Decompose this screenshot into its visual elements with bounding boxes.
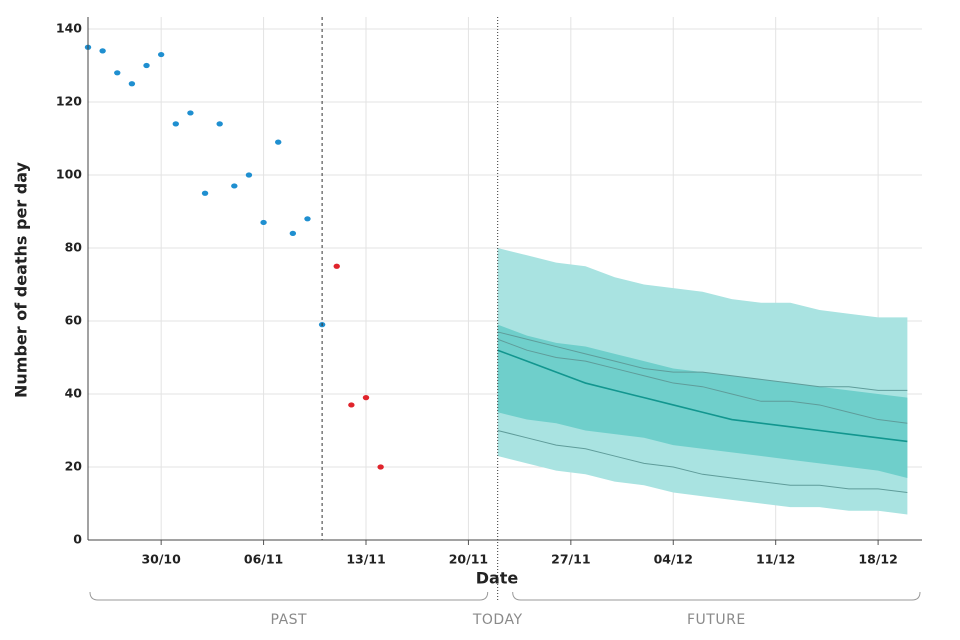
data-point xyxy=(275,139,282,145)
x-axis-label: Date xyxy=(476,569,519,588)
data-point xyxy=(260,219,267,226)
y-tick-label: 20 xyxy=(65,459,83,474)
data-point xyxy=(143,62,150,69)
forecast-line xyxy=(497,338,908,424)
forecast-line xyxy=(497,349,908,443)
data-point xyxy=(348,402,355,408)
x-tick-label: 06/11 xyxy=(244,552,283,567)
data-point xyxy=(333,263,340,269)
data-point xyxy=(114,70,121,76)
forecast-line xyxy=(497,430,908,494)
y-axis-label: Number of deaths per day xyxy=(12,161,31,398)
data-point xyxy=(128,81,136,87)
forecast-band xyxy=(497,324,908,478)
x-tick-label: 20/11 xyxy=(449,552,488,567)
y-tick-label: 100 xyxy=(56,167,82,182)
data-point xyxy=(216,121,223,127)
x-tick-label: 13/11 xyxy=(346,552,385,567)
y-tick-label: 0 xyxy=(73,532,82,547)
bracket xyxy=(512,591,921,601)
data-point xyxy=(377,464,384,470)
data-point xyxy=(289,230,297,236)
data-point xyxy=(245,172,253,178)
x-tick-label: 30/10 xyxy=(141,552,181,567)
y-tick-label: 120 xyxy=(56,94,82,109)
annotation: TODAY xyxy=(472,612,523,628)
annotation: FUTURE xyxy=(687,612,746,628)
y-tick-label: 40 xyxy=(65,386,83,401)
x-tick-label: 04/12 xyxy=(654,552,693,567)
forecast-line xyxy=(497,331,908,391)
data-point xyxy=(304,216,311,222)
y-tick-label: 140 xyxy=(56,21,82,36)
data-point xyxy=(201,190,209,196)
y-tick-label: 60 xyxy=(65,313,83,328)
data-point xyxy=(99,48,106,54)
x-tick-label: 11/12 xyxy=(756,552,795,567)
bracket xyxy=(89,591,489,601)
data-point xyxy=(362,395,370,401)
data-point xyxy=(157,51,165,58)
data-point xyxy=(231,183,238,189)
data-point xyxy=(187,110,194,116)
x-tick-label: 27/11 xyxy=(551,552,590,567)
x-tick-label: 18/12 xyxy=(858,552,897,567)
data-point xyxy=(172,121,179,127)
y-tick-label: 80 xyxy=(65,240,83,255)
annotation: PAST xyxy=(271,612,308,628)
